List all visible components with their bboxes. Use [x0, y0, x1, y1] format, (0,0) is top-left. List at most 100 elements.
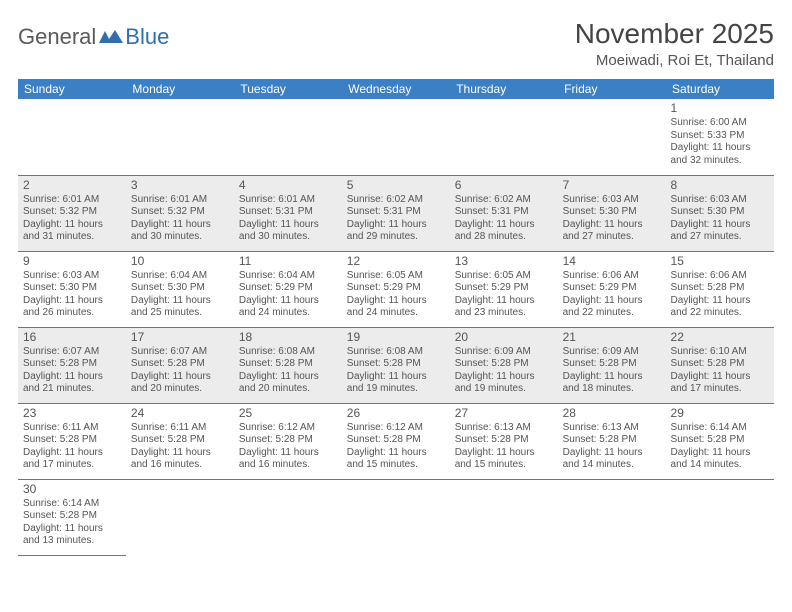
sunset-text: Sunset: 5:29 PM — [455, 282, 553, 295]
calendar-cell — [234, 479, 342, 555]
day-number: 12 — [347, 254, 445, 269]
daylight-text: Daylight: 11 hours and 13 minutes. — [23, 523, 121, 548]
daylight-text: Daylight: 11 hours and 31 minutes. — [23, 219, 121, 244]
calendar-cell: 22Sunrise: 6:10 AMSunset: 5:28 PMDayligh… — [666, 327, 774, 403]
calendar-cell: 7Sunrise: 6:03 AMSunset: 5:30 PMDaylight… — [558, 175, 666, 251]
sunrise-text: Sunrise: 6:05 AM — [455, 270, 553, 283]
sunrise-text: Sunrise: 6:03 AM — [23, 270, 121, 283]
calendar-cell: 29Sunrise: 6:14 AMSunset: 5:28 PMDayligh… — [666, 403, 774, 479]
calendar-cell — [450, 479, 558, 555]
sunrise-text: Sunrise: 6:11 AM — [131, 422, 229, 435]
calendar-cell: 2Sunrise: 6:01 AMSunset: 5:32 PMDaylight… — [18, 175, 126, 251]
daylight-text: Daylight: 11 hours and 23 minutes. — [455, 295, 553, 320]
day-number: 13 — [455, 254, 553, 269]
sunset-text: Sunset: 5:28 PM — [455, 434, 553, 447]
day-number: 29 — [671, 406, 769, 421]
day-number: 22 — [671, 330, 769, 345]
day-number: 21 — [563, 330, 661, 345]
day-number: 8 — [671, 178, 769, 193]
daylight-text: Daylight: 11 hours and 30 minutes. — [131, 219, 229, 244]
calendar-cell — [558, 99, 666, 175]
calendar-header-row: SundayMondayTuesdayWednesdayThursdayFrid… — [18, 79, 774, 99]
calendar-cell: 13Sunrise: 6:05 AMSunset: 5:29 PMDayligh… — [450, 251, 558, 327]
calendar-cell: 5Sunrise: 6:02 AMSunset: 5:31 PMDaylight… — [342, 175, 450, 251]
daylight-text: Daylight: 11 hours and 26 minutes. — [23, 295, 121, 320]
logo: General Blue — [18, 18, 169, 50]
calendar-row: 30Sunrise: 6:14 AMSunset: 5:28 PMDayligh… — [18, 479, 774, 555]
calendar-cell: 27Sunrise: 6:13 AMSunset: 5:28 PMDayligh… — [450, 403, 558, 479]
sunset-text: Sunset: 5:28 PM — [131, 358, 229, 371]
calendar-cell: 17Sunrise: 6:07 AMSunset: 5:28 PMDayligh… — [126, 327, 234, 403]
weekday-header: Sunday — [18, 79, 126, 99]
daylight-text: Daylight: 11 hours and 30 minutes. — [239, 219, 337, 244]
day-number: 6 — [455, 178, 553, 193]
sunrise-text: Sunrise: 6:06 AM — [671, 270, 769, 283]
day-number: 5 — [347, 178, 445, 193]
daylight-text: Daylight: 11 hours and 15 minutes. — [455, 447, 553, 472]
flag-icon — [99, 28, 123, 46]
day-number: 26 — [347, 406, 445, 421]
daylight-text: Daylight: 11 hours and 20 minutes. — [239, 371, 337, 396]
calendar-cell: 3Sunrise: 6:01 AMSunset: 5:32 PMDaylight… — [126, 175, 234, 251]
sunset-text: Sunset: 5:30 PM — [131, 282, 229, 295]
weekday-header: Saturday — [666, 79, 774, 99]
month-title: November 2025 — [575, 18, 774, 50]
sunrise-text: Sunrise: 6:13 AM — [563, 422, 661, 435]
sunset-text: Sunset: 5:29 PM — [563, 282, 661, 295]
calendar-cell: 23Sunrise: 6:11 AMSunset: 5:28 PMDayligh… — [18, 403, 126, 479]
calendar-cell: 25Sunrise: 6:12 AMSunset: 5:28 PMDayligh… — [234, 403, 342, 479]
weekday-header: Tuesday — [234, 79, 342, 99]
sunset-text: Sunset: 5:31 PM — [455, 206, 553, 219]
sunrise-text: Sunrise: 6:03 AM — [563, 194, 661, 207]
calendar-cell — [126, 99, 234, 175]
sunrise-text: Sunrise: 6:12 AM — [347, 422, 445, 435]
calendar-cell: 14Sunrise: 6:06 AMSunset: 5:29 PMDayligh… — [558, 251, 666, 327]
sunrise-text: Sunrise: 6:02 AM — [347, 194, 445, 207]
daylight-text: Daylight: 11 hours and 29 minutes. — [347, 219, 445, 244]
sunset-text: Sunset: 5:28 PM — [239, 434, 337, 447]
sunset-text: Sunset: 5:32 PM — [131, 206, 229, 219]
daylight-text: Daylight: 11 hours and 27 minutes. — [563, 219, 661, 244]
calendar-cell: 19Sunrise: 6:08 AMSunset: 5:28 PMDayligh… — [342, 327, 450, 403]
sunset-text: Sunset: 5:28 PM — [563, 434, 661, 447]
sunrise-text: Sunrise: 6:14 AM — [671, 422, 769, 435]
daylight-text: Daylight: 11 hours and 15 minutes. — [347, 447, 445, 472]
day-number: 11 — [239, 254, 337, 269]
daylight-text: Daylight: 11 hours and 17 minutes. — [23, 447, 121, 472]
sunset-text: Sunset: 5:30 PM — [671, 206, 769, 219]
daylight-text: Daylight: 11 hours and 22 minutes. — [563, 295, 661, 320]
sunrise-text: Sunrise: 6:07 AM — [23, 346, 121, 359]
calendar-cell: 1Sunrise: 6:00 AMSunset: 5:33 PMDaylight… — [666, 99, 774, 175]
calendar-cell: 26Sunrise: 6:12 AMSunset: 5:28 PMDayligh… — [342, 403, 450, 479]
day-number: 28 — [563, 406, 661, 421]
page-header: General Blue November 2025 Moeiwadi, Roi… — [18, 18, 774, 69]
sunset-text: Sunset: 5:29 PM — [239, 282, 337, 295]
sunset-text: Sunset: 5:30 PM — [23, 282, 121, 295]
sunrise-text: Sunrise: 6:03 AM — [671, 194, 769, 207]
sunrise-text: Sunrise: 6:12 AM — [239, 422, 337, 435]
calendar-cell — [342, 99, 450, 175]
daylight-text: Daylight: 11 hours and 28 minutes. — [455, 219, 553, 244]
weekday-header: Friday — [558, 79, 666, 99]
sunrise-text: Sunrise: 6:07 AM — [131, 346, 229, 359]
sunset-text: Sunset: 5:33 PM — [671, 130, 769, 143]
calendar-cell: 8Sunrise: 6:03 AMSunset: 5:30 PMDaylight… — [666, 175, 774, 251]
sunset-text: Sunset: 5:28 PM — [563, 358, 661, 371]
weekday-header: Thursday — [450, 79, 558, 99]
calendar-cell: 28Sunrise: 6:13 AMSunset: 5:28 PMDayligh… — [558, 403, 666, 479]
sunset-text: Sunset: 5:30 PM — [563, 206, 661, 219]
calendar-cell — [126, 479, 234, 555]
sunrise-text: Sunrise: 6:01 AM — [23, 194, 121, 207]
sunrise-text: Sunrise: 6:01 AM — [239, 194, 337, 207]
sunset-text: Sunset: 5:28 PM — [23, 434, 121, 447]
calendar-row: 2Sunrise: 6:01 AMSunset: 5:32 PMDaylight… — [18, 175, 774, 251]
sunset-text: Sunset: 5:31 PM — [239, 206, 337, 219]
calendar-cell: 12Sunrise: 6:05 AMSunset: 5:29 PMDayligh… — [342, 251, 450, 327]
sunrise-text: Sunrise: 6:14 AM — [23, 498, 121, 511]
calendar-cell: 20Sunrise: 6:09 AMSunset: 5:28 PMDayligh… — [450, 327, 558, 403]
daylight-text: Daylight: 11 hours and 16 minutes. — [131, 447, 229, 472]
calendar-cell: 24Sunrise: 6:11 AMSunset: 5:28 PMDayligh… — [126, 403, 234, 479]
daylight-text: Daylight: 11 hours and 19 minutes. — [347, 371, 445, 396]
weekday-header: Wednesday — [342, 79, 450, 99]
daylight-text: Daylight: 11 hours and 20 minutes. — [131, 371, 229, 396]
